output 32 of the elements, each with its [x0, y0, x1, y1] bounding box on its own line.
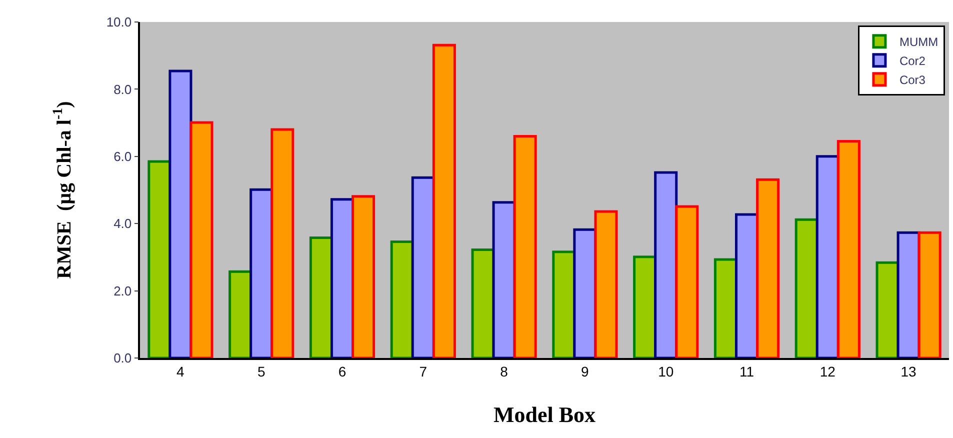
- y-tick-label: 10.0: [106, 14, 132, 30]
- bar: [756, 178, 780, 358]
- bar: [675, 205, 699, 358]
- bar: [352, 195, 376, 358]
- x-axis-title: Model Box: [493, 402, 596, 427]
- bar: [190, 121, 214, 358]
- x-tick-label: 13: [900, 364, 917, 380]
- x-tick-label: 9: [581, 364, 590, 380]
- bar: [270, 128, 294, 358]
- y-tick-label: 8.0: [114, 82, 132, 97]
- y-tick-label: 6.0: [114, 148, 132, 164]
- x-tick-label: 4: [176, 364, 185, 380]
- y-tick-label: 4.0: [114, 216, 132, 232]
- x-tick-label: 5: [257, 364, 266, 380]
- x-tick-label: 7: [419, 364, 428, 380]
- bar: [836, 140, 860, 358]
- x-tick-label: 8: [500, 364, 508, 380]
- bar: [918, 231, 942, 358]
- x-tick-label: 11: [739, 364, 754, 380]
- x-tick-label: 6: [338, 364, 346, 380]
- bar: [513, 134, 537, 358]
- bar: [654, 171, 678, 358]
- legend-label: Cor3: [899, 73, 926, 88]
- y-tick-label: 0.0: [114, 350, 132, 366]
- bar: [168, 70, 192, 358]
- y-tick-label: 2.0: [114, 283, 132, 298]
- legend-label: MUMM: [899, 35, 938, 50]
- bar: [432, 44, 456, 358]
- bar: [594, 210, 618, 358]
- x-tick-label: 10: [658, 364, 674, 380]
- legend-label: Cor2: [899, 54, 926, 68]
- x-tick-label: 12: [820, 364, 836, 380]
